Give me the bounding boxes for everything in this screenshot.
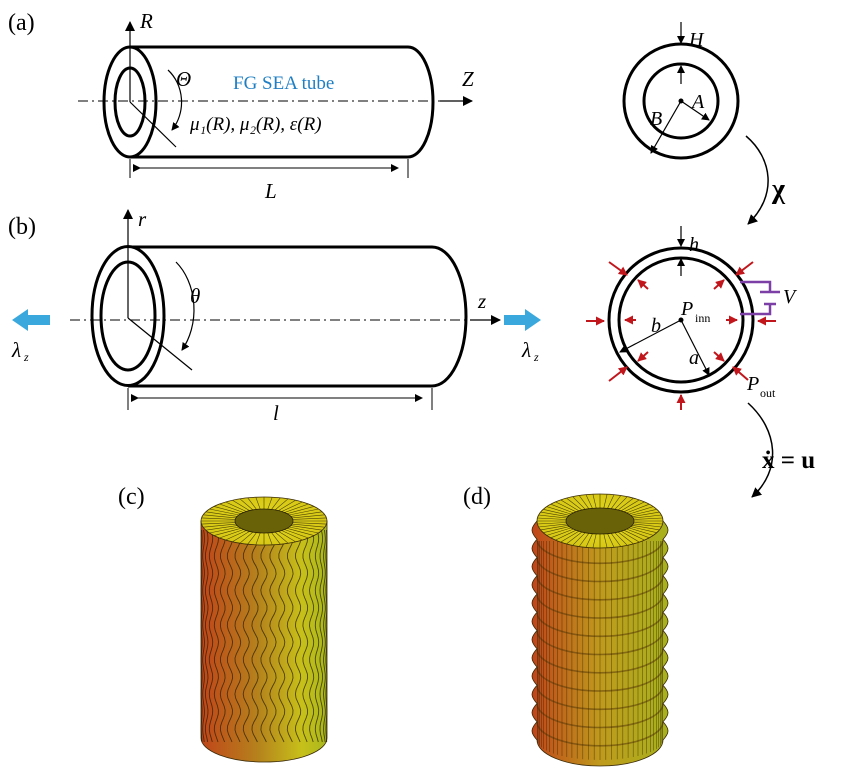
- inner-pressure-arrows: [624, 279, 738, 362]
- current-cross-section: [586, 226, 780, 410]
- cur-radius-b-label: b: [651, 315, 661, 337]
- mesh-tube-d: [531, 493, 669, 767]
- cur-thickness-h-label: h: [689, 234, 699, 256]
- material-properties-label: μ₁(R), μ₂(R), ε(R): [189, 114, 322, 135]
- tube-b: [12, 209, 541, 410]
- ref-radius-B-label: B: [650, 108, 662, 130]
- ref-radius-A-arrow: [680, 100, 710, 121]
- pressure-inner-label: P: [680, 298, 693, 320]
- mapping-u-arrow: [747, 402, 774, 498]
- length-l-label: l: [273, 401, 279, 425]
- tube-a: [78, 21, 473, 178]
- pressure-outer-subscript: out: [760, 386, 776, 400]
- electrode-wire: [740, 280, 772, 316]
- mapping-chi-label: χ: [771, 174, 786, 205]
- stretch-arrow-left: [12, 309, 50, 331]
- stretch-lambda-left-sub: z: [23, 350, 29, 364]
- cur-radius-b-arrow: [619, 319, 682, 353]
- angle-theta-arc-b: [175, 261, 195, 351]
- tube-a-radial-line: [129, 101, 177, 148]
- panel-label-b: (b): [8, 214, 36, 240]
- stretch-lambda-left: λ: [11, 338, 21, 362]
- cur-radius-a-arrow: [680, 319, 710, 376]
- panel-label-d: (d): [463, 484, 491, 510]
- axis-R-label: R: [139, 9, 153, 33]
- stretch-lambda-right: λ: [521, 338, 531, 362]
- cur-radius-a-label: a: [689, 347, 699, 369]
- angle-Theta-label: Θ: [176, 67, 191, 91]
- pressure-inner-subscript: inn: [695, 311, 710, 325]
- mesh-tube-d-hole: [565, 507, 635, 535]
- reference-cross-section: [622, 22, 740, 160]
- tube-b-radial-line: [127, 317, 193, 371]
- mesh-tube-c-body: [200, 520, 328, 763]
- mesh-tube-c-hole: [234, 508, 294, 534]
- mapping-u-label: ẋ = u: [762, 447, 815, 474]
- mapping-chi-arrow: [745, 135, 769, 225]
- stretch-lambda-right-sub: z: [533, 350, 539, 364]
- angle-theta-arc-a: [167, 69, 183, 131]
- pressure-outer-label: P: [746, 373, 759, 395]
- outer-pressure-arrows: [586, 261, 776, 410]
- length-L-label: L: [264, 179, 277, 203]
- axis-r-label: r: [138, 207, 147, 231]
- tube-b-right-end: [431, 245, 468, 388]
- mesh-tube-c-wrinkles: [200, 529, 328, 743]
- tube-name-label: FG SEA tube: [233, 73, 334, 94]
- ref-radius-B-arrow: [650, 100, 682, 154]
- cur-outer-circle: [607, 246, 755, 394]
- voltage-V-label: V: [783, 286, 798, 308]
- ref-outer-circle: [622, 42, 740, 160]
- stretch-arrow-right: [504, 309, 541, 331]
- axis-Z-label: Z: [462, 67, 474, 91]
- panel-label-a: (a): [8, 10, 35, 36]
- ref-thickness-H-label: H: [688, 29, 705, 51]
- panel-label-c: (c): [118, 484, 145, 510]
- ref-radius-A-label: A: [690, 91, 705, 113]
- axis-z-label: z: [477, 289, 486, 313]
- angle-theta-label: θ: [190, 284, 200, 308]
- mesh-tube-c: [200, 496, 328, 763]
- tube-a-right-end: [407, 45, 435, 159]
- ref-inner-circle: [642, 62, 720, 140]
